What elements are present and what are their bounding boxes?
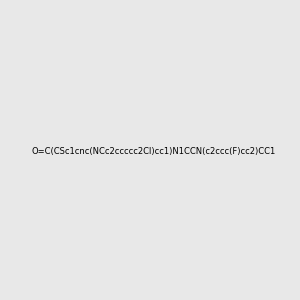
Text: O=C(CSc1cnc(NCc2ccccc2Cl)cc1)N1CCN(c2ccc(F)cc2)CC1: O=C(CSc1cnc(NCc2ccccc2Cl)cc1)N1CCN(c2ccc… bbox=[32, 147, 276, 156]
